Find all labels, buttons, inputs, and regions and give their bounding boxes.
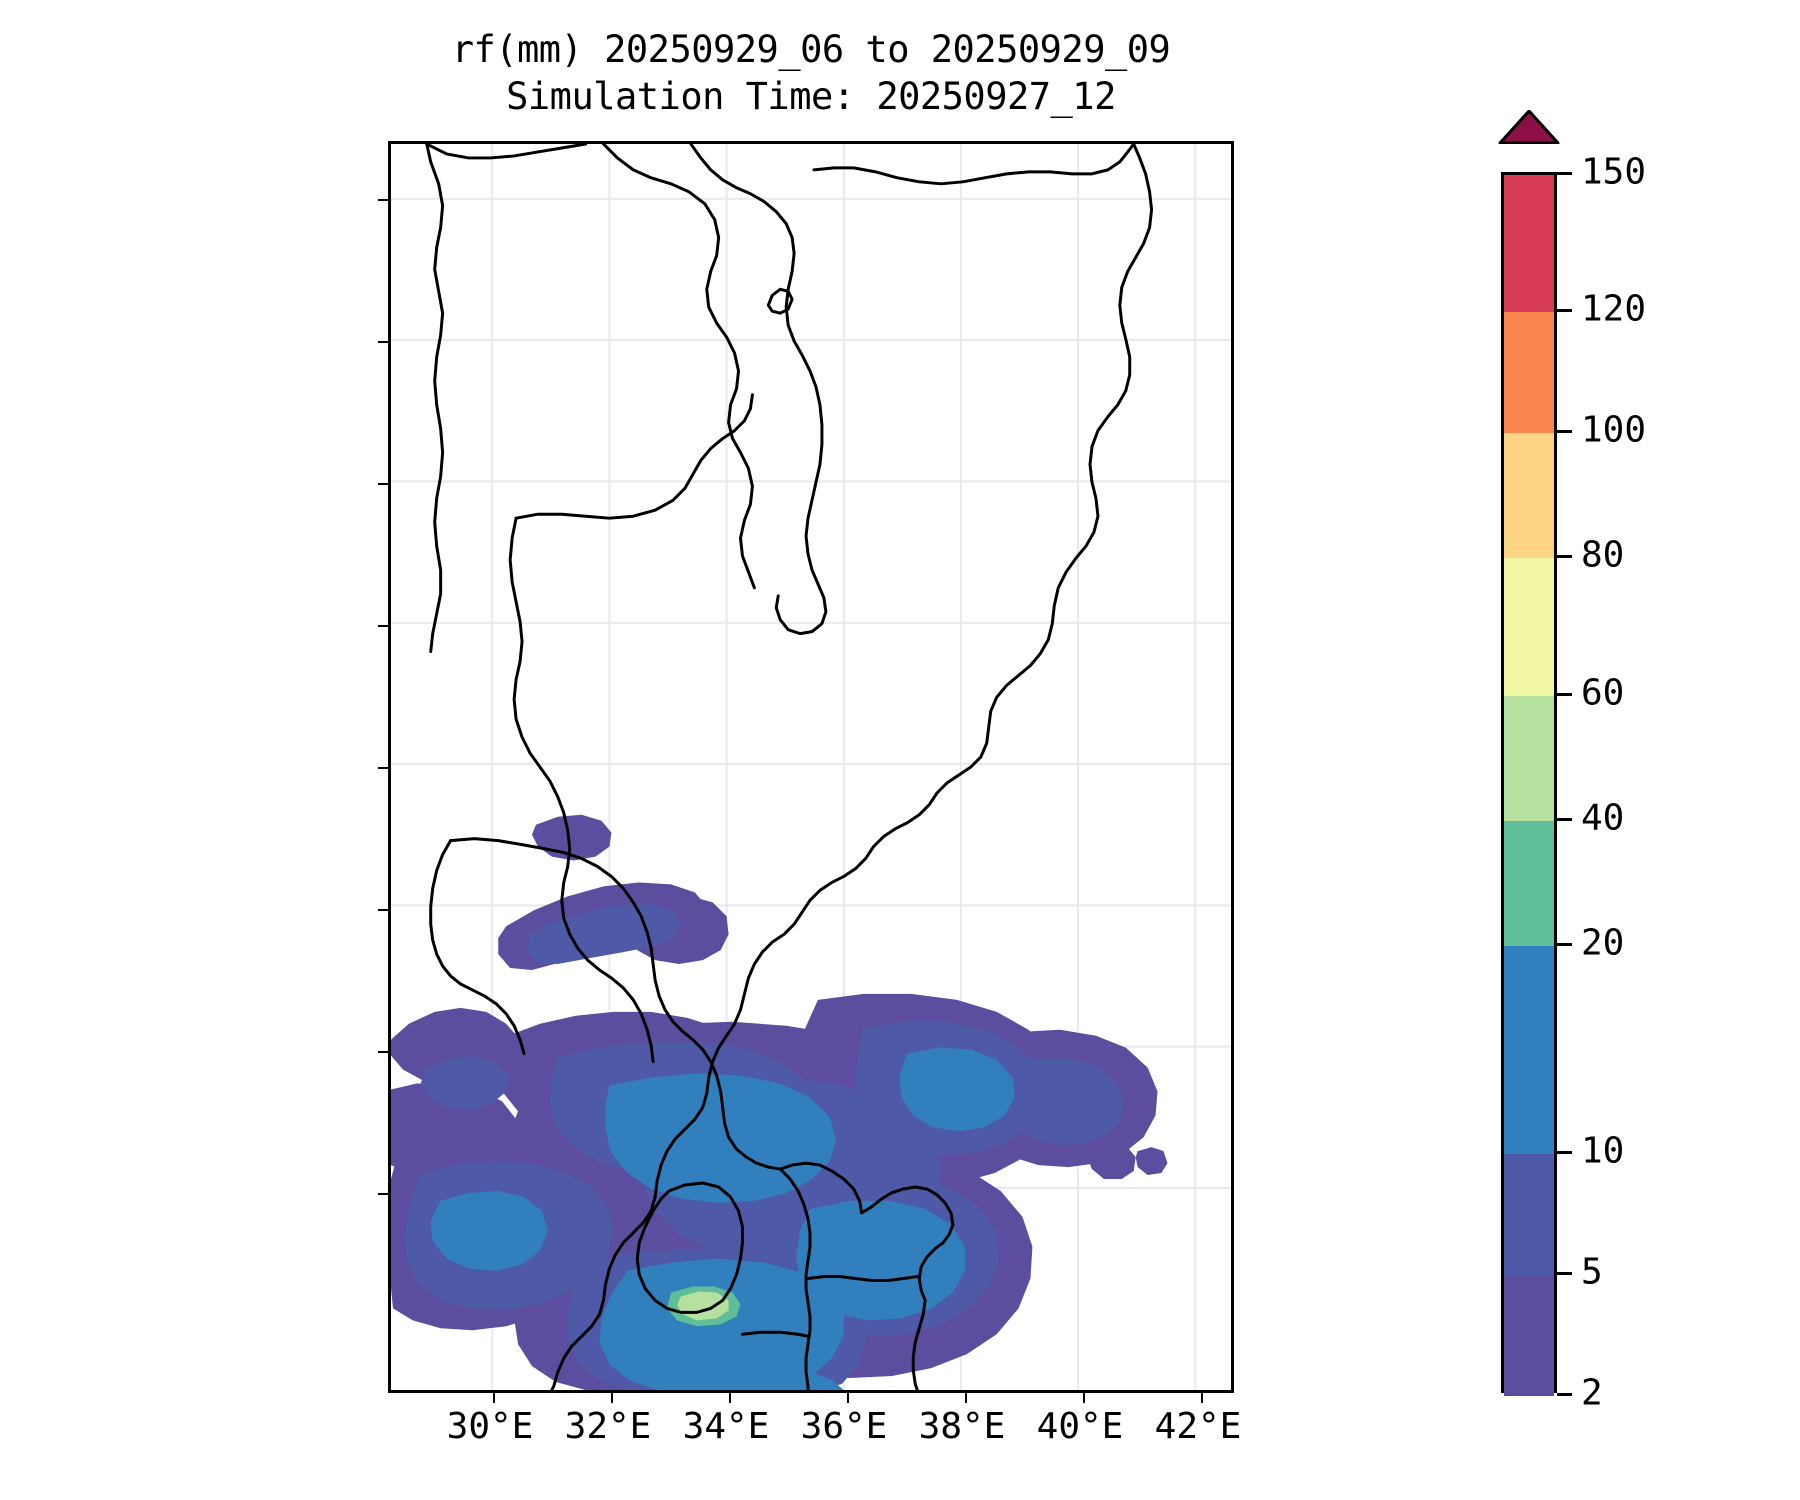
- xtick-mark: [965, 1390, 967, 1403]
- rainfall-contours: [391, 814, 1168, 1390]
- xtick-mark: [729, 1390, 731, 1403]
- xtick-label-36E: 36°E: [800, 1406, 888, 1447]
- ytick-mark: [378, 767, 391, 769]
- chart-title: rf(mm) 20250929_06 to 20250929_09 Simula…: [388, 26, 1234, 121]
- colorbar-extend-arrow: [1498, 110, 1560, 144]
- title-line-1: rf(mm) 20250929_06 to 20250929_09: [451, 28, 1171, 71]
- xtick-mark: [1083, 1390, 1085, 1403]
- ytick-mark: [378, 199, 391, 201]
- colorbar-tick-60: [1557, 693, 1572, 696]
- colorbar-label-20: 20: [1581, 922, 1625, 964]
- colorbar-segment-120-150: [1504, 175, 1554, 312]
- colorbar-tick-80: [1557, 555, 1572, 558]
- colorbar-label-80: 80: [1581, 534, 1625, 576]
- colorbar-label-2: 2: [1581, 1372, 1603, 1414]
- xtick-mark: [611, 1390, 613, 1403]
- colorbar-segment-80-100: [1504, 433, 1554, 558]
- ytick-mark: [378, 1051, 391, 1053]
- xtick-label-30E: 30°E: [446, 1406, 534, 1447]
- colorbar: 150 120 100 80 60 40 20 10 5 2: [1498, 110, 1646, 1414]
- colorbar-tick-40: [1557, 818, 1572, 821]
- colorbar-segment-5-10: [1504, 1154, 1554, 1275]
- ytick-mark: [378, 483, 391, 485]
- xtick-mark: [847, 1390, 849, 1403]
- colorbar-segment-60-80: [1504, 558, 1554, 696]
- map-coastlines-borders: [425, 144, 1154, 1390]
- colorbar-label-150: 150: [1581, 151, 1647, 193]
- ytick-mark: [378, 341, 391, 343]
- colorbar-label-40: 40: [1581, 797, 1625, 839]
- colorbar-segment-40-60: [1504, 696, 1554, 821]
- ytick-mark: [378, 909, 391, 911]
- colorbar-tick-150: [1557, 172, 1572, 175]
- colorbar-label-60: 60: [1581, 672, 1625, 714]
- colorbar-label-5: 5: [1581, 1251, 1603, 1293]
- xtick-mark: [493, 1390, 495, 1403]
- map-canvas: [391, 144, 1231, 1390]
- map-plot-area: [378, 141, 1234, 1403]
- colorbar-tick-5: [1557, 1272, 1572, 1275]
- colorbar-segment-20-40: [1504, 821, 1554, 946]
- colorbar-tick-100: [1557, 430, 1572, 433]
- xtick-label-38E: 38°E: [918, 1406, 1006, 1447]
- title-line-2: Simulation Time: 20250927_12: [506, 75, 1116, 119]
- xtick-label-32E: 32°E: [564, 1406, 652, 1447]
- xtick-mark: [1201, 1390, 1203, 1403]
- colorbar-label-10: 10: [1581, 1130, 1625, 1172]
- colorbar-tick-20: [1557, 943, 1572, 946]
- colorbar-tick-2: [1557, 1393, 1572, 1396]
- colorbar-gradient: [1501, 172, 1557, 1396]
- map-clip-region: [391, 144, 1231, 1390]
- colorbar-segment-2-5: [1504, 1275, 1554, 1396]
- colorbar-tick-120: [1557, 309, 1572, 312]
- colorbar-segment-10-20: [1504, 946, 1554, 1154]
- ytick-mark: [378, 625, 391, 627]
- xtick-label-42E: 42°E: [1154, 1406, 1242, 1447]
- colorbar-tick-10: [1557, 1151, 1572, 1154]
- ytick-mark: [378, 1193, 391, 1195]
- xtick-label-34E: 34°E: [682, 1406, 770, 1447]
- colorbar-label-100: 100: [1581, 409, 1647, 451]
- colorbar-label-120: 120: [1581, 288, 1647, 330]
- colorbar-segment-100-120: [1504, 312, 1554, 433]
- xtick-label-40E: 40°E: [1036, 1406, 1124, 1447]
